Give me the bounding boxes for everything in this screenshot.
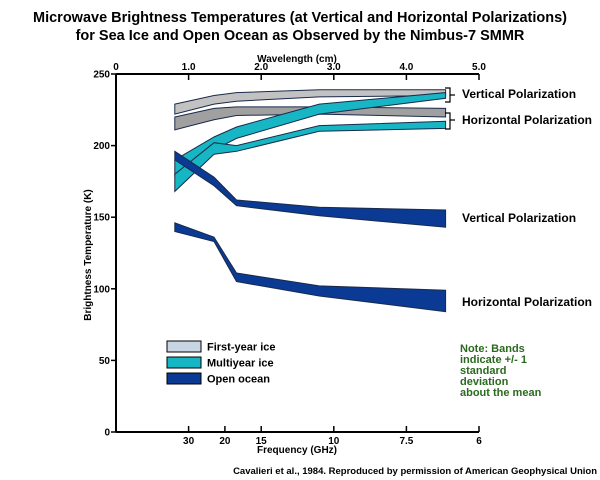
- x-tick-label-6: 6: [476, 436, 482, 447]
- top-tick-label-2-0: 2.0: [254, 62, 268, 73]
- x-axis-label: Frequency (GHz): [257, 445, 337, 456]
- credit: Cavalieri et al., 1984. Reproduced by pe…: [233, 466, 597, 477]
- legend-swatch-first-year-ice: [166, 340, 202, 353]
- note-line-5: about the mean: [460, 387, 542, 399]
- band-multiyear-ice-v: [174, 92, 447, 177]
- note-line-1: Note: Bands: [460, 343, 525, 355]
- polarization-brackets: [445, 87, 455, 130]
- y-tick-label-0: 0: [104, 428, 110, 439]
- bracket-lower-2: [445, 120, 451, 130]
- chart-title-line-2: for Sea Ice and Open Ocean as Observed b…: [76, 28, 525, 44]
- legend: First-year ice Multiyear ice Open ocean: [166, 340, 275, 386]
- legend-label-first-year-ice: First-year ice: [207, 342, 275, 354]
- bracket-lower-1: [445, 112, 455, 121]
- chart-title-line-1: Microwave Brightness Temperatures (at Ve…: [33, 10, 567, 26]
- band-open-ocean-h: [174, 222, 447, 313]
- y-tick-label-100: 100: [93, 284, 110, 295]
- note-line-4: deviation: [460, 376, 509, 388]
- band-open-ocean-v: [174, 150, 447, 228]
- axes: [115, 73, 479, 433]
- y-tick-label-50: 50: [99, 356, 111, 367]
- top-axis-label: Wavelength (cm): [257, 54, 337, 65]
- top-tick-label-3-0: 3.0: [327, 62, 341, 73]
- top-tick-label-4-0: 4.0: [399, 62, 413, 73]
- legend-swatch-multiyear-ice: [166, 356, 202, 369]
- legend-swatch-open-ocean: [166, 372, 202, 385]
- bracket-upper-2: [445, 95, 451, 103]
- bracket-upper-1: [445, 87, 455, 96]
- x-tick-label-20: 20: [219, 436, 231, 447]
- y-tick-label-200: 200: [93, 141, 110, 152]
- top-tick-label-5-0: 5.0: [472, 62, 486, 73]
- x-tick-label-15: 15: [256, 436, 268, 447]
- legend-label-open-ocean: Open ocean: [207, 374, 270, 386]
- note: Note: Bands indicate +/- 1 standard devi…: [460, 343, 542, 399]
- annotation-ocean-horizontal: Horizontal Polarization: [462, 295, 592, 309]
- legend-label-multiyear-ice: Multiyear ice: [207, 358, 274, 370]
- annotation-ice-vertical: Vertical Polarization: [462, 87, 576, 101]
- annotation-ice-horizontal: Horizontal Polarization: [462, 113, 592, 127]
- annotation-ocean-vertical: Vertical Polarization: [462, 211, 576, 225]
- top-tick-label-1-0: 1.0: [182, 62, 196, 73]
- x-tick-label-30: 30: [183, 436, 195, 447]
- y-tick-label-150: 150: [93, 213, 110, 224]
- x-tick-label-10: 10: [328, 436, 340, 447]
- top-tick-label-0: 0: [113, 62, 119, 73]
- note-line-2: indicate +/- 1: [460, 354, 527, 366]
- y-tick-label-250: 250: [93, 70, 110, 81]
- series-bands: [174, 89, 447, 313]
- x-tick-label-7-5: 7.5: [399, 436, 413, 447]
- y-axis-label: Brightness Temperature (K): [83, 189, 94, 321]
- note-line-3: standard: [460, 365, 506, 377]
- band-first-year-ice-h: [174, 106, 447, 131]
